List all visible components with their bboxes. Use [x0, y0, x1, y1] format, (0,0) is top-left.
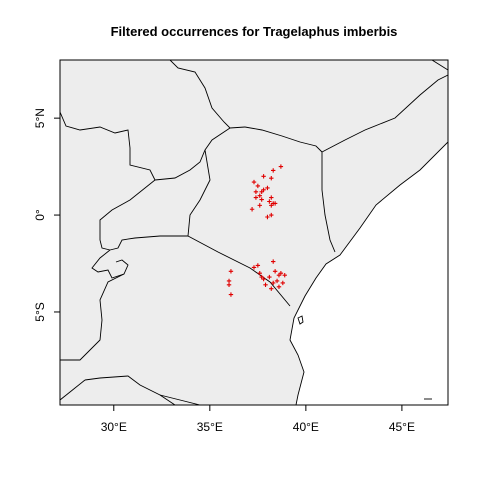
occurrence-point	[259, 189, 264, 194]
occurrence-point	[271, 259, 276, 264]
occurrence-point	[269, 203, 274, 208]
x-tick-label: 45°E	[389, 420, 415, 434]
occurrence-point	[280, 280, 286, 286]
map-area	[60, 60, 448, 405]
occurrence-point	[272, 201, 278, 206]
occurrence-point	[255, 263, 261, 268]
x-axis: 30°E 35°E 40°E 45°E	[101, 405, 415, 434]
y-tick-label: 5°N	[33, 108, 47, 128]
occurrence-point	[253, 195, 259, 200]
occurrence-point	[257, 271, 262, 276]
occurrence-point	[226, 278, 232, 284]
occurrence-point	[251, 179, 257, 185]
occurrence-point	[226, 282, 232, 288]
map-frame	[59, 59, 449, 406]
occurrence-point	[276, 272, 282, 278]
occurrence-point	[228, 292, 234, 297]
occurrence-point	[265, 214, 270, 220]
occurrence-point	[271, 168, 276, 173]
occurrence-point	[267, 274, 272, 280]
occurrence-point	[257, 203, 262, 208]
occurrence-point	[259, 274, 264, 280]
occurrence-point	[269, 195, 274, 200]
occurrence-point	[274, 278, 280, 284]
occurrence-point	[269, 286, 274, 291]
occurrence-point	[251, 265, 257, 270]
occurrence-point	[259, 197, 264, 202]
occurrence-point	[276, 284, 282, 289]
occurrence-points	[226, 164, 287, 297]
occurrence-point	[263, 282, 268, 288]
occurrence-point	[257, 193, 262, 198]
occurrence-point	[272, 269, 278, 274]
occurrence-point	[282, 272, 287, 278]
occurrence-point	[261, 174, 266, 179]
occurrence-point	[269, 212, 274, 218]
occurrence-point	[271, 280, 276, 286]
occurrence-point	[265, 185, 270, 191]
country-borders	[60, 60, 448, 405]
x-tick-label: 35°E	[197, 420, 223, 434]
occurrence-point	[253, 189, 259, 194]
x-tick-label: 30°E	[101, 420, 127, 434]
y-tick-label: 5°S	[33, 302, 47, 321]
y-tick-label: 0°	[33, 209, 47, 221]
occurrence-point	[228, 269, 234, 274]
occurrence-point	[278, 164, 284, 169]
occurrence-point	[267, 199, 272, 204]
x-tick-label: 40°E	[293, 420, 319, 434]
occurrence-point	[249, 207, 255, 212]
y-axis: 5°N 0° 5°S	[33, 108, 60, 322]
land-area	[60, 60, 448, 405]
occurrence-point	[269, 176, 274, 181]
map-title: Filtered occurrences for Tragelaphus imb…	[111, 24, 398, 39]
occurrence-point	[255, 183, 261, 189]
